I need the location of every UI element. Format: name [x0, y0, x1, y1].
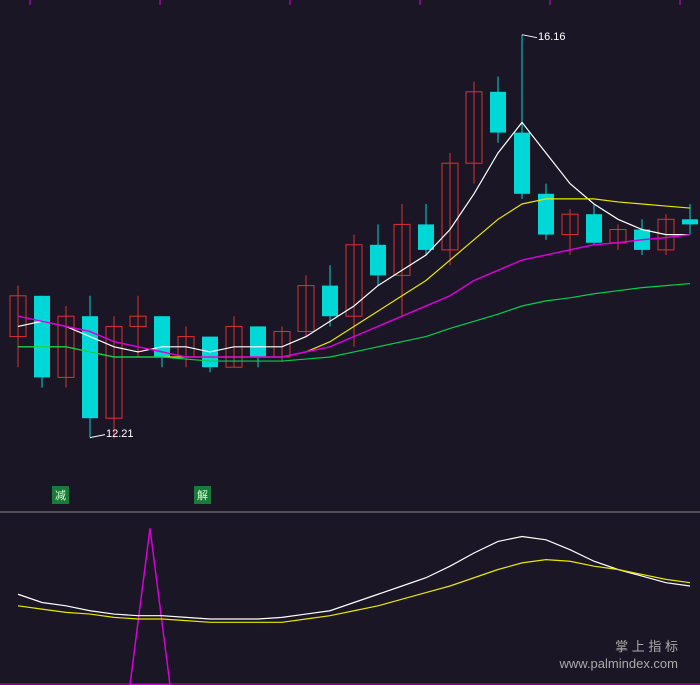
low-price-label: 12.21 [106, 428, 134, 440]
watermark-url: www.palmindex.com [560, 656, 679, 671]
event-tag: 解 [194, 486, 211, 504]
watermark-title: 掌 上 指 标 [615, 636, 678, 655]
event-tag: 减 [52, 486, 69, 504]
high-price-label: 16.16 [538, 31, 566, 43]
candlestick-chart[interactable] [0, 0, 700, 685]
chart-container[interactable]: 16.16 12.21 减 解 掌 上 指 标 www.palmindex.com [0, 0, 700, 685]
